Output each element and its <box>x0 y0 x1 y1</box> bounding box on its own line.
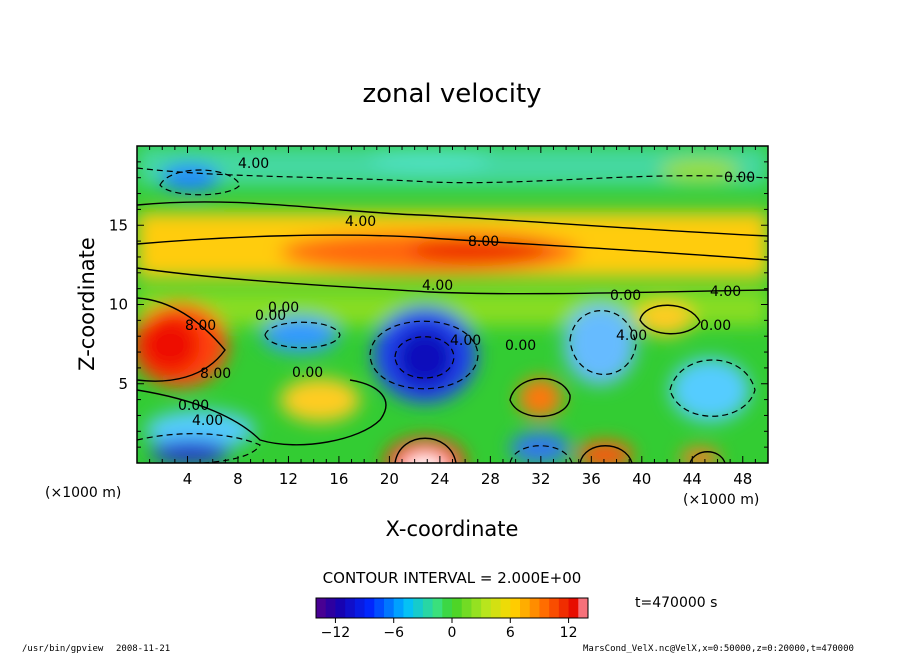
colorbar-segment <box>384 598 395 618</box>
colorbar-segment <box>452 598 463 618</box>
colorbar-segment <box>549 598 560 618</box>
colorbar-segment <box>403 598 414 618</box>
footer-date: 2008-11-21 <box>116 644 170 654</box>
y-axis: 5 10 15 <box>109 161 768 448</box>
colorbar-segment <box>374 598 385 618</box>
contour-label: 8.00 <box>468 234 499 250</box>
colorbar-segment <box>354 598 366 618</box>
solid-contours <box>137 201 768 463</box>
colorbar-segment <box>500 598 511 618</box>
colorbar-segment <box>539 598 550 618</box>
colorbar-segment <box>558 598 570 618</box>
contour-label: 0.00 <box>268 300 299 316</box>
colorbar-segment <box>529 598 540 618</box>
contour-label: 0.00 <box>255 308 286 324</box>
y-tick-label: 15 <box>109 216 128 234</box>
y-tick-label: 10 <box>109 296 128 314</box>
contour-label: 0.00 <box>292 365 323 381</box>
plot-area: 4.00 0.00 4.00 8.00 4.00 0.00 4.00 0.00 … <box>137 146 768 463</box>
y-tick-label: 5 <box>118 375 128 393</box>
x-tick-label: 44 <box>683 470 702 488</box>
colorbar-tick-label: 0 <box>448 625 457 641</box>
x-tick-label: 36 <box>582 470 601 488</box>
x-tick-label: 28 <box>481 470 500 488</box>
x-tick-label: 48 <box>733 470 752 488</box>
x-tick-label: 4 <box>183 470 193 488</box>
colorbar-segment <box>432 598 443 618</box>
contour-label: 8.00 <box>185 318 216 334</box>
x-axis: 4 8 12 16 20 24 28 32 36 40 44 48 <box>149 146 756 488</box>
x-tick-label: 16 <box>329 470 348 488</box>
colorbar-segment <box>442 598 453 618</box>
contour-label: 4.00 <box>422 278 453 294</box>
contour-label: 4.00 <box>616 328 647 344</box>
colorbar-segment <box>345 598 356 618</box>
colorbar-segment <box>568 598 579 618</box>
contour-label: 4.00 <box>238 156 269 172</box>
footer-source: MarsCond_VelX.nc@VelX,x=0:50000,z=0:2000… <box>583 644 854 654</box>
contour-label: 8.00 <box>200 366 231 382</box>
x-axis-label: X-coordinate <box>386 517 519 541</box>
x-scale-label-right: (×1000 m) <box>683 492 759 508</box>
colorbar <box>316 598 589 618</box>
colorbar-segment <box>490 598 502 618</box>
contour-label: 4.00 <box>192 413 223 429</box>
dashed-contours <box>137 167 768 463</box>
x-scale-label-left: (×1000 m) <box>45 485 121 501</box>
y-axis-label: Z-coordinate <box>75 237 99 371</box>
colorbar-segment <box>481 598 492 618</box>
colorbar-segment <box>520 598 531 618</box>
colorbar-segment <box>461 598 472 618</box>
colorbar-segment <box>325 598 336 618</box>
colorbar-segment <box>364 598 375 618</box>
x-tick-label: 8 <box>233 470 243 488</box>
colorbar-segment <box>393 598 404 618</box>
contour-label: 4.00 <box>450 333 481 349</box>
contour-label: 0.00 <box>700 318 731 334</box>
colorbar-tick-label: 6 <box>506 625 515 641</box>
colorbar-segment <box>510 598 521 618</box>
x-tick-label: 24 <box>430 470 449 488</box>
contour-label: 0.00 <box>610 288 641 304</box>
colorbar-segment <box>316 598 327 618</box>
colorbar-segment <box>413 598 424 618</box>
colorbar-tick-label: −6 <box>383 625 404 641</box>
contour-labels: 4.00 0.00 4.00 8.00 4.00 0.00 4.00 0.00 … <box>178 156 755 429</box>
field-shading <box>137 146 768 463</box>
contour-interval-label: CONTOUR INTERVAL = 2.000E+00 <box>323 569 582 587</box>
colorbar-segment <box>578 598 589 618</box>
time-label: t=470000 s <box>635 595 717 611</box>
contour-label: 4.00 <box>710 284 741 300</box>
colorbar-segment <box>335 598 346 618</box>
x-tick-label: 12 <box>279 470 298 488</box>
colorbar-tick-label: −12 <box>321 625 351 641</box>
contour-label: 0.00 <box>724 170 755 186</box>
chart-title: zonal velocity <box>362 79 541 109</box>
colorbar-ticks: −12 −6 0 6 12 <box>321 618 578 641</box>
colorbar-segment <box>471 598 482 618</box>
contour-label: 4.00 <box>345 214 376 230</box>
colorbar-segment <box>422 598 434 618</box>
colorbar-tick-label: 12 <box>560 625 578 641</box>
x-tick-label: 20 <box>380 470 399 488</box>
x-tick-label: 32 <box>531 470 550 488</box>
footer-program: /usr/bin/gpview <box>22 644 104 654</box>
contour-label: 0.00 <box>505 338 536 354</box>
contour-label: 0.00 <box>178 398 209 414</box>
x-tick-label: 40 <box>632 470 651 488</box>
